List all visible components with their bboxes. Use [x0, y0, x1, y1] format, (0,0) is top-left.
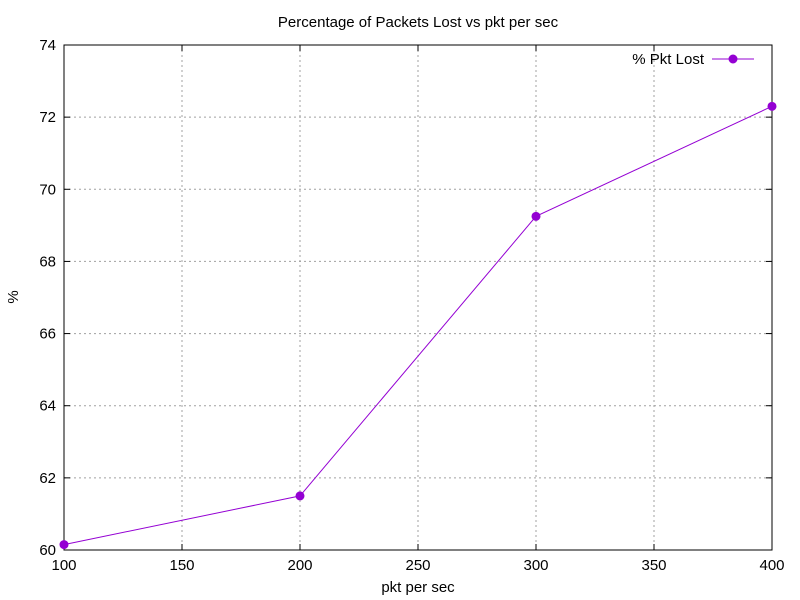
- grid-lines: [64, 45, 772, 550]
- y-tick-label: 68: [39, 253, 56, 270]
- x-axis-label: pkt per sec: [381, 579, 455, 596]
- data-point: [295, 491, 305, 501]
- legend-label: % Pkt Lost: [632, 51, 705, 68]
- x-tick-label: 350: [641, 557, 666, 574]
- x-tick-label: 200: [287, 557, 312, 574]
- y-tick-label: 64: [39, 398, 56, 415]
- x-tick-label: 250: [405, 557, 430, 574]
- tick-labels: 100 150 200 250 300 350 400 60 62 64 66 68 70 72 74: [39, 37, 784, 574]
- y-tick-label: 62: [39, 470, 56, 487]
- x-tick-label: 300: [523, 557, 548, 574]
- data-point: [59, 540, 69, 550]
- x-tick-label: 150: [169, 557, 194, 574]
- series-line: [63, 105, 773, 546]
- data-point: [767, 101, 777, 111]
- series-layer: [59, 101, 777, 550]
- y-tick-label: 70: [39, 181, 56, 198]
- data-point: [531, 211, 541, 221]
- legend: % Pkt Lost: [632, 51, 754, 68]
- x-tick-label: 100: [51, 557, 76, 574]
- y-tick-label: 60: [39, 542, 56, 559]
- legend-marker: [728, 54, 738, 64]
- chart-title: Percentage of Packets Lost vs pkt per se…: [278, 14, 559, 31]
- y-tick-label: 66: [39, 326, 56, 343]
- x-tick-label: 400: [759, 557, 784, 574]
- y-tick-label: 74: [39, 37, 56, 54]
- y-axis-label: %: [5, 290, 22, 303]
- y-tick-label: 72: [39, 109, 56, 126]
